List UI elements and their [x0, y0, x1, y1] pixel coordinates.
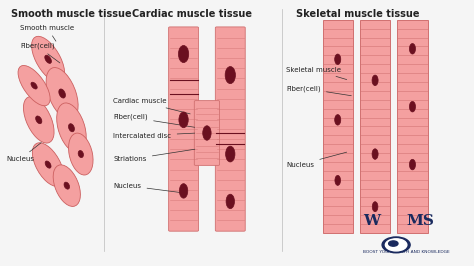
Ellipse shape	[31, 82, 37, 89]
FancyBboxPatch shape	[215, 27, 245, 231]
Ellipse shape	[203, 126, 211, 140]
Text: BOOST YOUR HEALTH AND KNOWLEDGE: BOOST YOUR HEALTH AND KNOWLEDGE	[364, 250, 450, 254]
Text: Cardiac muscle: Cardiac muscle	[113, 98, 190, 114]
Ellipse shape	[45, 55, 51, 63]
Circle shape	[389, 241, 398, 246]
Ellipse shape	[179, 112, 188, 128]
Ellipse shape	[335, 54, 341, 65]
Ellipse shape	[69, 124, 74, 132]
Circle shape	[382, 237, 410, 253]
Text: Fiber(cell): Fiber(cell)	[20, 43, 60, 63]
Text: MS: MS	[407, 214, 435, 228]
FancyBboxPatch shape	[169, 27, 199, 231]
Ellipse shape	[372, 149, 378, 159]
Ellipse shape	[226, 194, 235, 209]
Ellipse shape	[410, 159, 416, 170]
Text: W: W	[364, 214, 381, 228]
Text: Skeletal muscle: Skeletal muscle	[286, 67, 347, 80]
Ellipse shape	[46, 68, 78, 119]
Circle shape	[385, 239, 407, 251]
Ellipse shape	[23, 97, 54, 143]
Text: Striations: Striations	[113, 149, 195, 162]
FancyBboxPatch shape	[194, 101, 219, 165]
Ellipse shape	[372, 75, 378, 86]
Ellipse shape	[335, 175, 340, 185]
Text: Cardiac muscle tissue: Cardiac muscle tissue	[132, 9, 252, 19]
Text: Nucleus: Nucleus	[6, 143, 41, 162]
Ellipse shape	[335, 115, 341, 125]
Ellipse shape	[36, 116, 42, 124]
Text: Skeletal muscle tissue: Skeletal muscle tissue	[296, 9, 419, 19]
Text: Nucleus: Nucleus	[286, 152, 346, 168]
Ellipse shape	[410, 44, 416, 54]
Ellipse shape	[178, 45, 189, 63]
Bar	[360, 20, 390, 233]
Ellipse shape	[59, 89, 65, 98]
Ellipse shape	[57, 103, 86, 152]
Ellipse shape	[32, 143, 64, 186]
Text: Intercalated disc: Intercalated disc	[113, 133, 195, 139]
Text: Fiber(cell): Fiber(cell)	[113, 114, 195, 127]
Ellipse shape	[69, 133, 93, 175]
Text: Fiber(cell): Fiber(cell)	[286, 85, 351, 96]
Ellipse shape	[179, 184, 188, 198]
Bar	[397, 20, 428, 233]
Ellipse shape	[45, 161, 51, 168]
Ellipse shape	[78, 151, 83, 157]
Text: Nucleus: Nucleus	[113, 183, 185, 193]
Text: Smooth muscle: Smooth muscle	[20, 25, 74, 41]
Ellipse shape	[410, 101, 416, 112]
Ellipse shape	[225, 66, 236, 84]
Ellipse shape	[64, 182, 70, 189]
Text: Smooth muscle tissue: Smooth muscle tissue	[11, 9, 131, 19]
Ellipse shape	[53, 165, 81, 206]
Ellipse shape	[18, 65, 50, 106]
Ellipse shape	[372, 202, 378, 212]
Bar	[322, 20, 353, 233]
Ellipse shape	[32, 36, 64, 82]
Ellipse shape	[226, 146, 235, 162]
